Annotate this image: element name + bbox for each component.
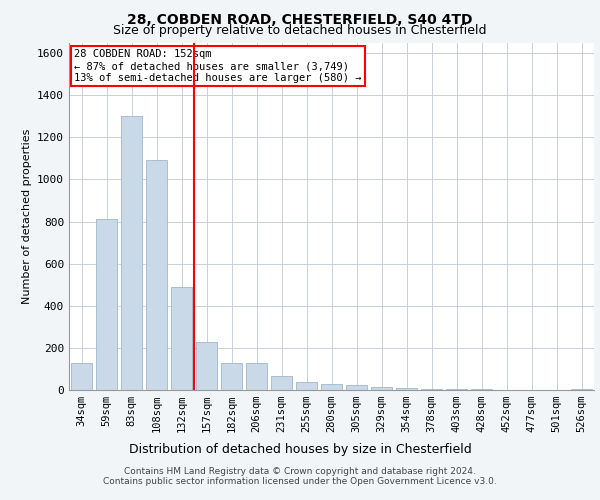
Bar [396,388,417,390]
Bar [446,389,467,390]
Bar [121,116,142,390]
Text: Contains public sector information licensed under the Open Government Licence v3: Contains public sector information licen… [103,477,497,486]
Bar [421,389,442,390]
Bar [296,382,317,390]
Bar [221,362,242,390]
Text: Contains HM Land Registry data © Crown copyright and database right 2024.: Contains HM Land Registry data © Crown c… [124,467,476,476]
Bar [246,362,267,390]
Text: 28, COBDEN ROAD, CHESTERFIELD, S40 4TD: 28, COBDEN ROAD, CHESTERFIELD, S40 4TD [127,12,473,26]
Bar [371,387,392,390]
Bar [571,389,592,390]
Bar [71,362,92,390]
Bar [96,220,117,390]
Bar [196,342,217,390]
Bar [271,376,292,390]
Bar [346,384,367,390]
Bar [146,160,167,390]
Text: Size of property relative to detached houses in Chesterfield: Size of property relative to detached ho… [113,24,487,37]
Text: 28 COBDEN ROAD: 152sqm
← 87% of detached houses are smaller (3,749)
13% of semi-: 28 COBDEN ROAD: 152sqm ← 87% of detached… [74,50,362,82]
Y-axis label: Number of detached properties: Number of detached properties [22,128,32,304]
Bar [321,384,342,390]
Bar [171,287,192,390]
Text: Distribution of detached houses by size in Chesterfield: Distribution of detached houses by size … [128,442,472,456]
